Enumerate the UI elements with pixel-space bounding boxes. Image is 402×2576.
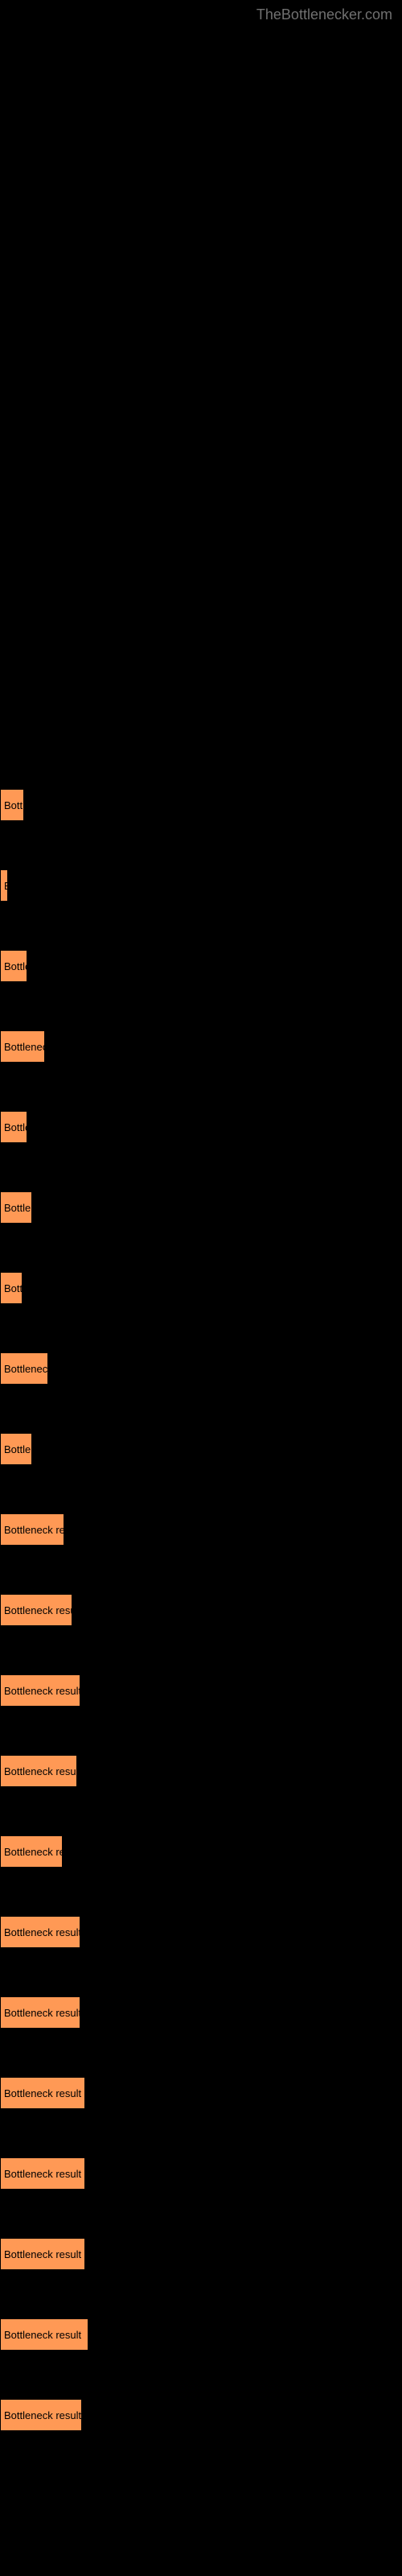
bar: Bottle xyxy=(0,1111,27,1143)
bar: B xyxy=(0,869,8,902)
bar-row: Bottlen xyxy=(0,1433,402,1465)
bar-row: Bottle xyxy=(0,1111,402,1143)
bar: Bottleneck result xyxy=(0,2399,82,2431)
bar-row: Bottlen xyxy=(0,1191,402,1224)
bar: Bottleneck result xyxy=(0,1916,80,1948)
bar-row: Bottleneck result xyxy=(0,2399,402,2431)
bar-row: Bottleneck result xyxy=(0,2238,402,2270)
bar-row: Bottleneck resul xyxy=(0,1755,402,1787)
bar-row: Bottleneck result xyxy=(0,1996,402,2029)
bar: Bottleneck re xyxy=(0,1835,63,1868)
bar: Bottleneck result xyxy=(0,2238,85,2270)
bar-row: Bottler xyxy=(0,950,402,982)
bar: Bott xyxy=(0,1272,23,1304)
bar: Bottlen xyxy=(0,1433,32,1465)
bar: Bottler xyxy=(0,950,27,982)
bar: Bottleneck resu xyxy=(0,1594,72,1626)
bar-row: Bottleneck result xyxy=(0,2077,402,2109)
bar-row: Bottl xyxy=(0,789,402,821)
bar-row: Bottleneck res xyxy=(0,1513,402,1546)
bar: Bottlenec xyxy=(0,1030,45,1063)
bar: Bottlen xyxy=(0,1191,32,1224)
bar-row: Bottleneck result xyxy=(0,1916,402,1948)
bar-chart: Bottl B Bottler Bottlenec Bottle Bottlen Bott B… xyxy=(0,0,402,2431)
bar-row: Bottlenec xyxy=(0,1030,402,1063)
bar-row: Bottleneck result xyxy=(0,2157,402,2190)
bar-row: Bottleneck result xyxy=(0,2318,402,2351)
bar-row: Bott xyxy=(0,1272,402,1304)
bar: Bottleneck result xyxy=(0,2318,88,2351)
watermark-text: TheBottlenecker.com xyxy=(256,6,392,23)
bar: Bottleneck res xyxy=(0,1513,64,1546)
bar-row: Bottleneck re xyxy=(0,1835,402,1868)
bar: Bottl xyxy=(0,789,24,821)
bar: Bottleneck result xyxy=(0,1996,80,2029)
bar: Bottleneck resul xyxy=(0,1755,77,1787)
bar: Bottleneck result xyxy=(0,2077,85,2109)
bar: Bottleneck xyxy=(0,1352,48,1385)
bar-row: Bottleneck xyxy=(0,1352,402,1385)
bar-row: Bottleneck resu xyxy=(0,1594,402,1626)
bar: Bottleneck result xyxy=(0,2157,85,2190)
bar-row: Bottleneck result xyxy=(0,1674,402,1707)
bar: Bottleneck result xyxy=(0,1674,80,1707)
bar-row: B xyxy=(0,869,402,902)
